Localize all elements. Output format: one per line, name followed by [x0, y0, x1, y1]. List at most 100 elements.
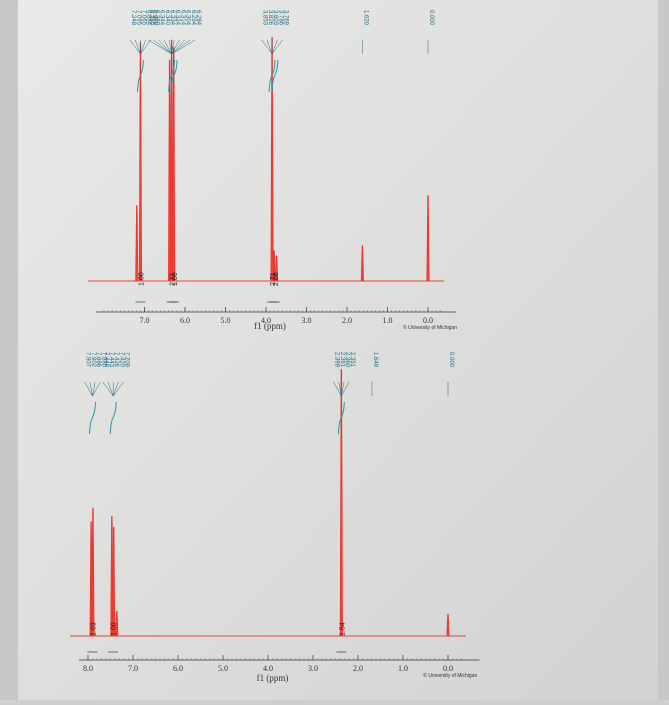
peak-leader-line: [333, 381, 342, 397]
x-tick-label: 0.0: [443, 664, 453, 673]
peak-shift-label: 7.907: [85, 352, 91, 368]
integral-curve: [170, 59, 178, 93]
peak-shift-label: 6.360: [153, 10, 159, 26]
integral-value-label: 2.71: [270, 272, 277, 286]
peak-shift-label: 0.000: [428, 10, 434, 26]
peak-shift-label: 7.886: [95, 352, 101, 368]
peak-leader-line: [112, 381, 119, 397]
peak-leader-line: [140, 39, 146, 55]
spectrum-peak: [172, 47, 176, 282]
x-tick-label: 6.0: [173, 664, 183, 673]
peak-leader-line: [266, 39, 273, 55]
spectrum-peak: [91, 507, 95, 637]
peak-leader-line: [171, 39, 185, 55]
x-axis-label: f1 (ppm): [254, 321, 286, 331]
spectrum-peak: [274, 255, 279, 282]
peak-shift-label: 6.334: [169, 10, 175, 26]
integral-curve: [268, 59, 276, 93]
peak-leader-line: [92, 381, 96, 397]
integral-value-label: 1.03: [91, 622, 98, 636]
x-tick-label: 7.0: [140, 316, 150, 325]
integral-curve: [136, 59, 144, 93]
peak-shift-label: 2.399: [334, 352, 340, 368]
x-tick-label: 6.0: [180, 316, 190, 325]
peak-leader-line: [271, 39, 283, 55]
peak-shift-label: 7.065: [140, 10, 146, 26]
peak-leader-line: [261, 39, 273, 55]
spectrum-peak: [360, 245, 364, 282]
x-tick-label: 7.0: [128, 664, 138, 673]
integral-curve: [89, 401, 96, 435]
peak-leader-line: [129, 39, 141, 55]
integral-curve: [337, 401, 345, 435]
spectrum-panel-1: 7.0 6.0 5.0 4.0 3.0 2.0 1.0 0.0 f1 (ppm) © Univer…: [87, 10, 457, 331]
x-tick-label: 4.0: [263, 664, 273, 673]
peak-leader-line: [148, 39, 172, 55]
spectrum-peak: [112, 526, 116, 637]
peak-shift-label: 7.443: [108, 352, 114, 368]
peak-shift-label: 2.391: [339, 352, 345, 368]
peak-shift-label: 6.324: [174, 10, 180, 26]
spectrum-peak: [270, 37, 274, 282]
peak-leader-line: [341, 381, 345, 397]
peak-shift-label: 6.304: [185, 10, 191, 26]
integral-curve: [168, 59, 176, 93]
spectrum-peak: [339, 369, 343, 637]
x-tick-label: 1.0: [398, 664, 408, 673]
peak-shift-label: 6.284: [195, 10, 201, 26]
peak-shift-label: 6.350: [148, 10, 154, 26]
x-tick-label: 8.0: [83, 664, 93, 673]
peak-shift-label: 6.969: [151, 10, 157, 26]
peak-shift-label: 3.786: [277, 10, 283, 26]
x-tick-label: 5.0: [221, 316, 231, 325]
peak-leader-line: [135, 39, 141, 55]
peak-shift-label: 7.426: [113, 352, 119, 368]
spectrum-peak: [135, 205, 139, 282]
peak-leader-line: [92, 381, 101, 397]
peak-leader-line: [171, 39, 175, 55]
integral-value-label: 1.00: [172, 272, 179, 286]
peak-leader-line: [153, 39, 172, 55]
peak-leader-line: [89, 381, 93, 397]
peak-shift-label: 1.620: [362, 10, 368, 26]
paper-sheet: [18, 0, 658, 700]
peak-leader-line: [102, 381, 114, 397]
peak-leader-line: [271, 39, 278, 55]
peak-leader-line: [171, 39, 190, 55]
x-tick-label: 0.0: [423, 316, 433, 325]
peak-shift-label: 6.344: [159, 10, 165, 26]
spectrum-peak: [272, 250, 276, 282]
peak-shift-label: 6.340: [164, 10, 170, 26]
integral-value-label: 2.08: [273, 272, 280, 286]
peak-leader-line: [107, 381, 114, 397]
peak-shift-label: 7.208: [124, 352, 130, 368]
peak-shift-label: 2.351: [349, 352, 355, 368]
peak-shift-label: 7.880: [100, 352, 106, 368]
integral-curve: [109, 401, 117, 435]
integral-value-label: 2.11: [170, 273, 177, 286]
peak-shift-label: 7.902: [90, 352, 96, 368]
spectrum-peak: [168, 59, 172, 282]
peak-leader-line: [84, 381, 93, 397]
x-tick-label: 5.0: [218, 664, 228, 673]
peak-shift-label: 6.884: [146, 10, 152, 26]
peak-shift-label: 3.826: [267, 10, 273, 26]
peak-shift-label: 1.649: [372, 352, 378, 368]
peak-leader-line: [112, 381, 124, 397]
peak-shift-label: 7.248: [130, 10, 136, 26]
copyright-text: © University of Michigan: [423, 672, 477, 679]
x-tick-label: 2.0: [353, 664, 363, 673]
integral-value-label: 1.00: [111, 622, 118, 636]
peak-shift-label: 3.803: [272, 10, 278, 26]
x-tick-label: 2.0: [342, 316, 352, 325]
peak-leader-line: [338, 381, 342, 397]
copyright-text: © University of Michigan: [403, 324, 457, 331]
spectra-layer: 7.0 6.0 5.0 4.0 3.0 2.0 1.0 0.0 f1 (ppm) © Univer…: [70, 10, 480, 683]
peak-leader-line: [168, 39, 172, 55]
spectrum-peak: [170, 39, 174, 282]
x-tick-label: 1.0: [383, 316, 393, 325]
x-tick-label: 3.0: [308, 664, 318, 673]
peak-leader-line: [163, 39, 172, 55]
